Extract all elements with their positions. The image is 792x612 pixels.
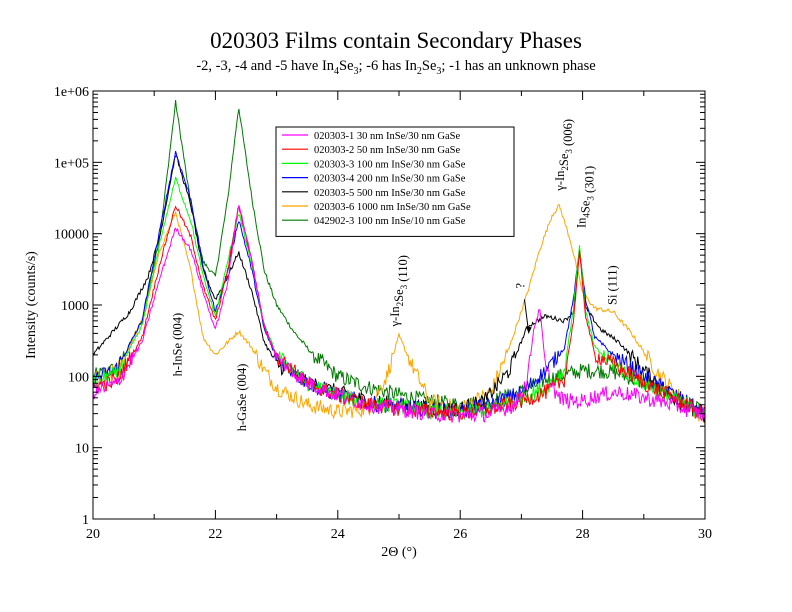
annotation-arrowhead (525, 326, 532, 334)
y-tick-label: 10000 (54, 228, 89, 243)
legend-label: 020303-2 50 nm InSe/30 nm GaSe (314, 145, 460, 156)
series-line-2 (93, 205, 705, 421)
y-axis-label: Intensity (counts/s) (24, 251, 39, 359)
annotation-label: ? (513, 283, 527, 289)
x-axis-label: 2Θ (°) (381, 545, 417, 560)
y-tick-label: 100 (68, 370, 89, 385)
plot-area (93, 100, 705, 427)
y-tick-label: 1e+05 (54, 156, 89, 171)
chart-subtitle: -2, -3, -4 and -5 have In4Se3; -6 has In… (196, 58, 596, 77)
annotation-label: γ-In2Se3 (006) (553, 119, 575, 192)
legend-box (275, 126, 515, 237)
x-tick-label: 28 (576, 527, 590, 542)
series-line-6 (93, 203, 705, 427)
x-tick-label: 24 (331, 527, 345, 542)
x-tick-label: 26 (453, 527, 467, 542)
legend-label: 042902-3 100 nm InSe/10 nm GaSe (314, 216, 466, 227)
x-tick-label: 20 (86, 527, 100, 542)
legend-label: 020303-5 500 nm InSe/30 nm GaSe (314, 188, 466, 199)
y-tick-label: 1 (82, 513, 89, 528)
chart-title: 020303 Films contain Secondary Phases (210, 28, 582, 53)
x-tick-label: 30 (698, 527, 712, 542)
y-tick-label: 1e+06 (54, 85, 89, 100)
legend-label: 020303-4 200 nm InSe/30 nm GaSe (314, 174, 466, 185)
legend-label: 020303-1 30 nm InSe/30 nm GaSe (314, 131, 460, 142)
x-tick-label: 22 (208, 527, 222, 542)
legend-label: 020303-3 100 nm InSe/30 nm GaSe (314, 159, 466, 170)
annotation-label: h-InSe (004) (171, 313, 185, 377)
series-line-1 (93, 205, 705, 423)
legend-label: 020303-6 1000 nm InSe/30 nm GaSe (314, 202, 471, 213)
annotation-label: Si (111) (605, 265, 619, 305)
annotation-label: h-GaSe (004) (235, 364, 249, 432)
y-tick-label: 10 (75, 442, 89, 457)
annotation-label: γ-In2Se3 (110) (388, 255, 410, 327)
annotation-label: In4Se3 (301) (575, 166, 597, 228)
y-tick-label: 1000 (61, 299, 89, 314)
